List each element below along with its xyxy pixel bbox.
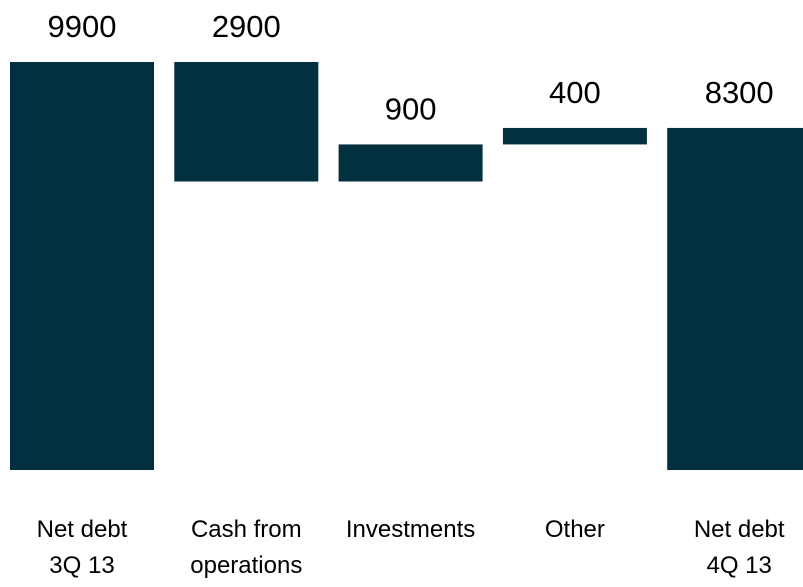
- bar: [174, 62, 319, 182]
- bar: [338, 144, 483, 182]
- value-label: 400: [549, 75, 601, 110]
- category-label: Other: [545, 516, 605, 543]
- category-label: Investments: [346, 516, 475, 543]
- bar: [667, 127, 803, 470]
- value-label: 900: [385, 92, 437, 127]
- value-label: 8300: [705, 75, 774, 110]
- bar: [10, 62, 154, 470]
- category-label: Net debt 4Q 13: [694, 516, 785, 579]
- value-label: 9900: [48, 9, 117, 44]
- bar: [502, 127, 647, 145]
- value-label: 2900: [212, 9, 281, 44]
- category-label: Cash from operations: [190, 516, 302, 579]
- category-label: Net debt 3Q 13: [37, 516, 128, 579]
